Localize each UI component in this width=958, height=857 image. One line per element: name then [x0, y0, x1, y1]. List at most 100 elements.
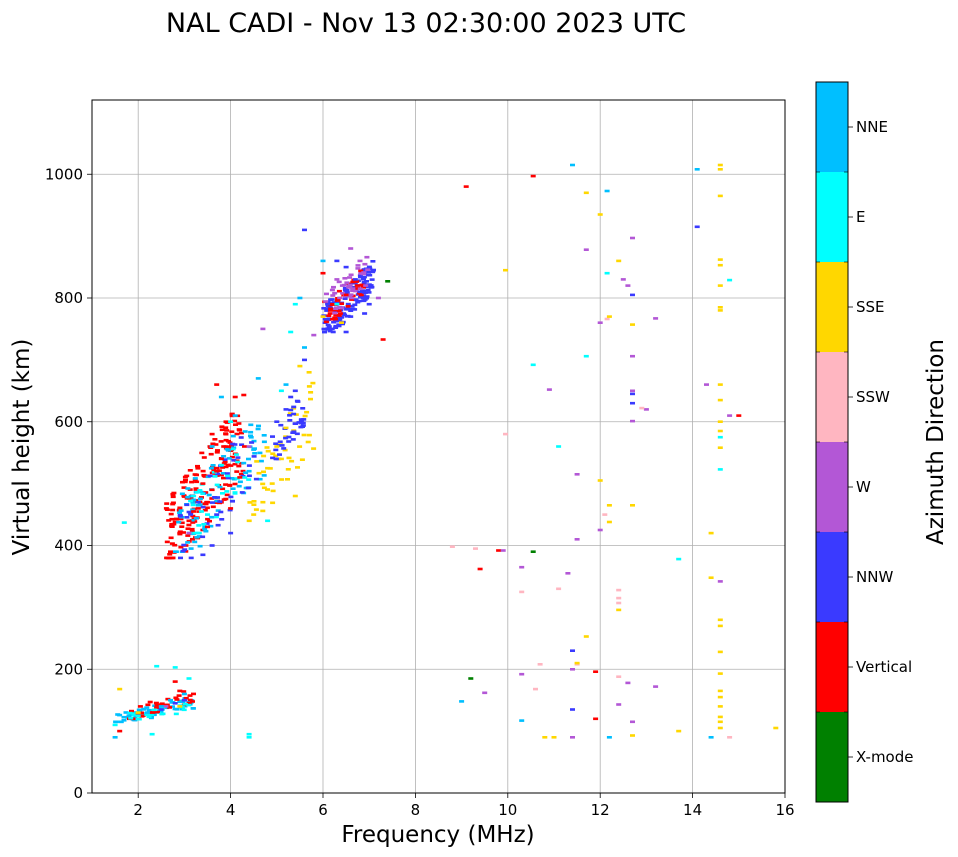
- echo-point-vertical: [155, 710, 160, 714]
- echo-point-vertical: [168, 550, 173, 553]
- echo-point-e: [583, 354, 589, 358]
- echo-point-vertical: [210, 505, 216, 509]
- echo-point-sse: [583, 635, 589, 638]
- echo-point-vertical: [223, 465, 229, 469]
- echo-point-nnw: [239, 491, 245, 494]
- echo-point-nne: [226, 457, 232, 460]
- echo-point-e: [225, 474, 231, 478]
- echo-point-sse: [616, 259, 622, 263]
- colorbar-segment-e: [816, 172, 848, 262]
- echo-point-vertical: [165, 697, 171, 701]
- echo-point-w: [500, 549, 506, 552]
- echo-point-nnw: [184, 516, 190, 519]
- echo-point-vertical: [208, 452, 214, 456]
- echo-point-vertical: [145, 703, 151, 707]
- echo-point-vertical: [174, 698, 180, 701]
- echo-point-e: [128, 717, 134, 720]
- echo-point-e: [265, 519, 271, 523]
- echo-point-sse: [503, 268, 508, 272]
- echo-point-nnw: [337, 318, 343, 321]
- echo-point-vertical: [211, 469, 217, 473]
- echo-point-w: [717, 580, 723, 583]
- echo-point-vertical: [226, 445, 232, 449]
- echo-point-vertical: [164, 540, 170, 544]
- echo-point-nnw: [343, 330, 349, 334]
- echo-point-nnw: [325, 327, 331, 330]
- echo-point-nnw: [364, 280, 369, 283]
- echo-point-vertical: [227, 484, 233, 487]
- echo-point-vertical: [202, 502, 208, 505]
- echo-point-vertical: [166, 519, 172, 522]
- echo-point-w: [311, 333, 317, 337]
- echo-point-nne: [118, 720, 124, 724]
- echo-point-nnw: [178, 556, 183, 560]
- echo-point-e: [159, 712, 165, 716]
- echo-point-nnw: [182, 548, 188, 551]
- echo-point-e: [220, 492, 225, 495]
- echo-point-vertical: [187, 694, 193, 697]
- y-axis-label: Virtual height (km): [9, 339, 35, 556]
- echo-point-nnw: [361, 275, 367, 279]
- echo-point-sse: [717, 263, 723, 267]
- echo-point-sse: [320, 315, 326, 318]
- echo-point-sse: [254, 460, 260, 463]
- echo-point-nne: [230, 487, 236, 490]
- echo-point-nnw: [302, 358, 307, 362]
- echo-point-nne: [168, 698, 173, 702]
- echo-point-sse: [310, 381, 316, 385]
- echo-point-nnw: [281, 447, 287, 450]
- echo-point-w: [350, 287, 356, 290]
- echo-point-e: [136, 717, 142, 721]
- echo-point-w: [574, 473, 580, 476]
- echo-point-nne: [248, 434, 253, 438]
- echo-point-ssw: [449, 545, 455, 548]
- echo-point-nne: [220, 472, 226, 475]
- echo-point-vertical: [232, 482, 238, 486]
- echo-point-vertical: [336, 289, 342, 293]
- echo-point-vertical: [222, 460, 228, 463]
- echo-point-vertical: [178, 545, 184, 549]
- echo-point-sse: [717, 420, 723, 423]
- echo-point-vertical: [202, 508, 208, 512]
- echo-point-w: [353, 289, 359, 293]
- echo-point-vertical: [336, 314, 342, 317]
- echo-point-sse: [597, 213, 603, 216]
- echo-point-nnw: [222, 458, 228, 461]
- echo-point-vertical: [195, 464, 200, 468]
- echo-point-vertical: [176, 694, 182, 697]
- echo-point-nne: [190, 508, 196, 511]
- chart-title: NAL CADI - Nov 13 02:30:00 2023 UTC: [166, 8, 686, 39]
- echo-point-sse: [717, 624, 723, 628]
- colorbar-segment-w: [816, 442, 848, 532]
- echo-point-sse: [177, 705, 183, 708]
- echo-point-nne: [177, 511, 183, 514]
- echo-point-nnw: [283, 436, 289, 440]
- echo-point-sse: [261, 454, 267, 458]
- echo-point-nnw: [210, 501, 215, 504]
- echo-point-ssw: [639, 406, 645, 410]
- echo-point-vertical: [189, 480, 195, 484]
- echo-point-nnw: [334, 259, 340, 263]
- echo-point-nnw: [342, 313, 347, 317]
- echo-point-w: [597, 321, 603, 324]
- echo-point-vertical: [354, 284, 360, 287]
- echo-point-vertical: [195, 467, 201, 470]
- echo-point-x-mode: [385, 280, 391, 283]
- echo-point-vertical: [240, 469, 246, 473]
- echo-point-nnw: [331, 301, 337, 304]
- echo-point-nne: [258, 459, 264, 463]
- echo-point-sse: [717, 618, 723, 622]
- echo-point-vertical: [327, 312, 333, 315]
- echo-point-nnw: [274, 420, 280, 423]
- colorbar-segment-sse: [816, 262, 848, 352]
- echo-point-w: [363, 284, 369, 287]
- echo-point-nnw: [352, 278, 358, 281]
- echo-point-w: [186, 531, 192, 535]
- echo-point-vertical: [356, 292, 362, 295]
- echo-point-w: [570, 736, 575, 739]
- echo-point-e: [246, 736, 252, 739]
- echo-point-w: [332, 311, 338, 315]
- echo-point-nne: [229, 477, 235, 480]
- echo-point-sse: [135, 711, 141, 714]
